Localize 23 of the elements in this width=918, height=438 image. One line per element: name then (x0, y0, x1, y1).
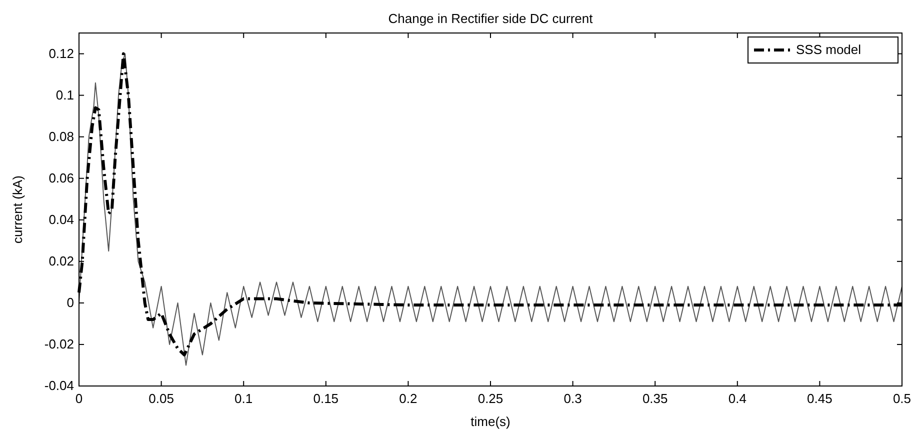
x-tick-label: 0.25 (478, 391, 504, 406)
y-tick-label: 0 (66, 294, 74, 310)
x-tick-label: 0.1 (234, 391, 253, 406)
x-tick-label: 0.4 (728, 391, 746, 406)
x-tick-label: 0.15 (313, 391, 339, 406)
chart-title: Change in Rectifier side DC current (388, 11, 594, 26)
y-tick-label: 0.08 (48, 128, 74, 144)
legend-label: SSS model (796, 42, 862, 57)
y-tick-label: 0.1 (56, 87, 74, 102)
y-tick-label: 0.12 (48, 46, 74, 61)
y-tick-label: -0.02 (44, 336, 74, 352)
x-axis-title: time(s) (470, 414, 510, 429)
x-tick-label: 0.3 (564, 391, 582, 406)
x-tick-label: 0.35 (642, 391, 668, 406)
x-tick-label: 0.5 (892, 391, 912, 406)
x-tick-label: 0.05 (148, 391, 174, 406)
y-tick-label: 0.06 (48, 170, 74, 186)
y-axis-title: current (kA) (10, 176, 25, 244)
y-tick-label: 0.04 (48, 212, 74, 227)
x-tick-label: 0.2 (399, 391, 418, 406)
x-tick-label: 0.45 (807, 391, 832, 406)
y-tick-label: -0.04 (44, 378, 74, 393)
y-tick-label: 0.02 (48, 253, 74, 268)
